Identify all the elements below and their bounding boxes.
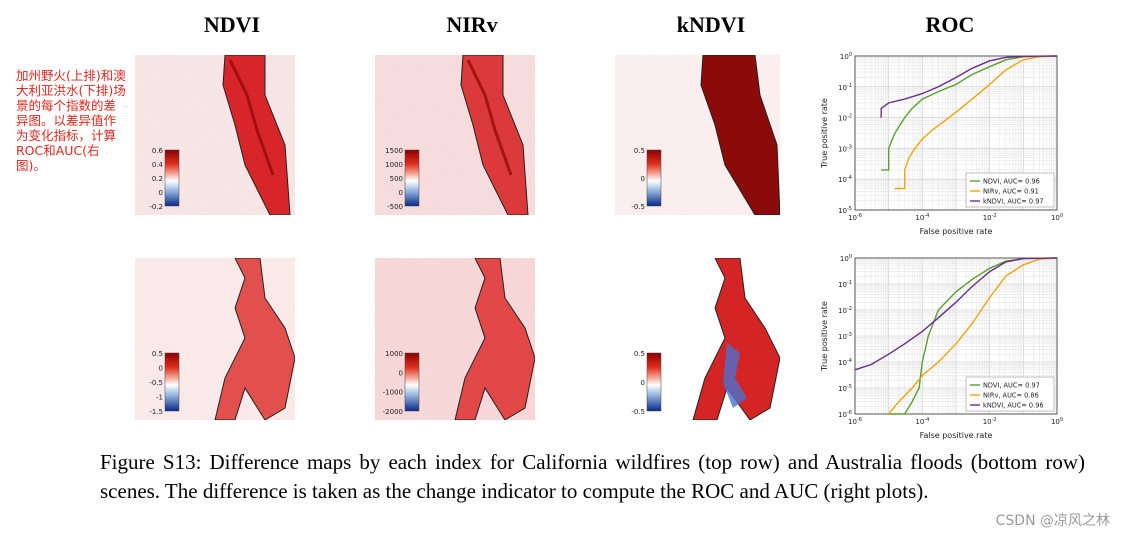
y-tick-label: 10-1 — [838, 280, 852, 289]
x-tick-label: 10-6 — [848, 213, 862, 222]
y-axis-label: True positive rate — [820, 98, 829, 169]
colorbar-labels-row2-kndvi: 0.5 0 -0.5 — [631, 350, 645, 416]
x-tick-label: 10-2 — [983, 213, 997, 222]
colorbar-tick-label: 0 — [641, 175, 645, 183]
colorbar-tick-label: -1.5 — [149, 408, 163, 416]
colorbar-tick-label: 0.5 — [152, 350, 163, 358]
y-tick-label: 10-2 — [838, 306, 852, 315]
watermark: CSDN @凉风之林 — [995, 513, 1110, 529]
map-ndvi-flood — [135, 258, 295, 420]
roc-series-line — [854, 257, 1058, 371]
y-tick-label: 100 — [840, 52, 852, 61]
colorbar-tick-label: 0.5 — [634, 350, 645, 358]
legend-entry: NIRv, AUC= 0.86 — [983, 392, 1039, 400]
legend-entry: NDVI, AUC= 0.96 — [983, 178, 1040, 186]
colorbar-tick-label: -500 — [387, 203, 403, 211]
map-kndvi-flood — [615, 258, 780, 420]
roc-series-line — [880, 55, 1058, 118]
colorbar-tick-label: -2000 — [383, 408, 403, 416]
roc-series-line — [888, 257, 1058, 415]
column-title-roc: ROC — [925, 12, 975, 37]
colorbar-tick-label: 0.5 — [634, 147, 645, 155]
figure-caption: Figure S13: Difference maps by each inde… — [100, 450, 1085, 503]
colorbar-tick-label: -0.5 — [631, 408, 645, 416]
colorbar-tick-label: 0 — [641, 379, 645, 387]
colorbar-tick-label: 1000 — [385, 350, 403, 358]
y-tick-label: 10-5 — [838, 384, 852, 393]
x-axis-label: False positive rate — [920, 227, 993, 236]
map-nirv-wildfire — [375, 55, 535, 215]
roc-series-line — [894, 55, 1058, 190]
x-tick-label: 10-4 — [915, 213, 929, 222]
colorbar-tick-label: -0.2 — [149, 203, 163, 211]
roc-chart-wildfire: 10-6 10-4 10-2 100 100 10-1 10-2 10-3 10-4 10-5 Fa… — [820, 52, 1063, 236]
colorbar-tick-label: 0.2 — [152, 175, 163, 183]
colorbar-labels-row2-nirv: 1000 0 -1000 -2000 — [383, 350, 403, 416]
y-tick-label: 10-6 — [838, 410, 852, 419]
y-tick-label: 10-4 — [838, 175, 852, 184]
colorbar-labels-row1-nirv: 1500 1000 500 0 -500 — [385, 147, 403, 211]
colorbar-tick-label: 0 — [159, 365, 163, 373]
colorbar-tick-label: 1500 — [385, 147, 403, 155]
colorbar-tick-label: 0 — [159, 189, 163, 197]
legend-entry: NIRv, AUC= 0.91 — [983, 188, 1039, 196]
x-tick-label: 100 — [1051, 417, 1063, 426]
x-tick-label: 10-4 — [915, 417, 929, 426]
y-axis-label: True positive rate — [820, 301, 829, 372]
colorbar-tick-label: -1000 — [383, 389, 403, 397]
roc-chart-flood: 10-6 10-4 10-2 100 100 10-1 10-2 10-3 10-4 10-5 10… — [820, 254, 1063, 440]
x-tick-label: 10-2 — [983, 417, 997, 426]
x-axis-label: False positive rate — [920, 431, 993, 440]
column-title-nirv: NIRv — [446, 12, 498, 37]
plot-frame — [854, 257, 1058, 415]
y-tick-label: 10-2 — [838, 114, 852, 123]
colorbar-labels-row1-kndvi: 0.5 0 -0.5 — [631, 147, 645, 211]
x-tick-label: 10-6 — [848, 417, 862, 426]
x-tick-label: 100 — [1051, 213, 1063, 222]
colorbar-tick-label: 0 — [399, 189, 403, 197]
colorbar-tick-label: 0.6 — [152, 147, 164, 155]
y-tick-label: 10-3 — [838, 144, 852, 153]
y-tick-label: 10-4 — [838, 358, 852, 367]
y-tick-label: 10-3 — [838, 332, 852, 341]
colorbar-tick-label: 1000 — [385, 161, 403, 169]
colorbar-tick-label: 0.4 — [152, 161, 164, 169]
column-title-ndvi: NDVI — [203, 12, 261, 37]
colorbar-tick-label: -0.5 — [631, 203, 645, 211]
colorbar-tick-label: 0 — [399, 369, 403, 377]
column-title-kndvi: kNDVI — [676, 12, 746, 37]
legend-entry: kNDVI, AUC= 0.96 — [983, 402, 1044, 410]
colorbar-tick-label: 500 — [390, 175, 403, 183]
annotation-note: 加州野火(上排)和澳大利亚洪水(下排)场景的每个指数的差异图。以差异值作为变化指… — [16, 68, 126, 173]
colorbar-tick-label: -1 — [156, 394, 163, 402]
colorbar-tick-label: -0.5 — [149, 379, 163, 387]
y-tick-label: 10-5 — [838, 206, 852, 215]
legend-box — [965, 172, 1055, 208]
map-kndvi-wildfire — [615, 55, 780, 215]
map-nirv-flood — [375, 258, 535, 420]
y-tick-label: 100 — [840, 254, 852, 263]
roc-series-line — [888, 257, 1058, 415]
map-ndvi-wildfire — [135, 55, 295, 215]
legend-entry: NDVI, AUC= 0.97 — [983, 382, 1040, 390]
y-tick-label: 10-1 — [838, 83, 852, 92]
legend-box — [965, 376, 1055, 412]
roc-series-line — [881, 55, 1058, 171]
colorbar-labels-row2-ndvi: 0.5 0 -0.5 -1 -1.5 — [149, 350, 163, 416]
plot-frame — [854, 55, 1058, 211]
colorbar-labels-row1-ndvi: 0.6 0.4 0.2 0 -0.2 — [149, 147, 164, 211]
legend-entry: kNDVI, AUC= 0.97 — [983, 198, 1044, 206]
